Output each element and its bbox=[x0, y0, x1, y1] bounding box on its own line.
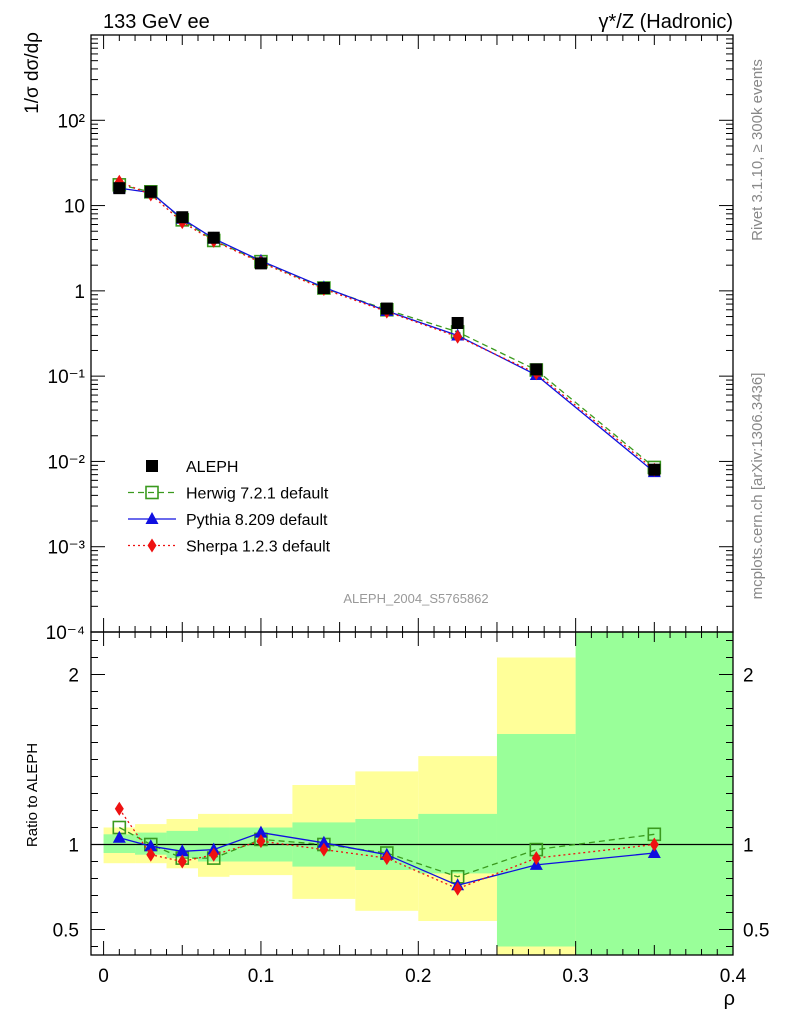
main-y-axis-title: 1/σ dσ/dρ bbox=[22, 32, 43, 114]
mcplots-source-label: mcplots.cern.ch [arXiv:1306.3436] bbox=[749, 373, 766, 600]
sherpa-ratio-point bbox=[453, 881, 463, 896]
main-y-tick-label: 10 bbox=[64, 197, 85, 218]
pythia-ratio-point bbox=[647, 846, 661, 858]
herwig-ratio-line bbox=[119, 826, 655, 878]
sherpa-ratio-point bbox=[146, 847, 156, 862]
legend-marker-pythia bbox=[145, 512, 159, 524]
sherpa-ratio-point bbox=[319, 842, 329, 857]
rivet-version-label: Rivet 3.1.10, ≥ 300k events bbox=[749, 59, 766, 241]
aleph-main-point bbox=[317, 282, 330, 295]
ratio-band-inner-0 bbox=[103, 834, 136, 853]
sherpa-ratio-point bbox=[256, 834, 266, 849]
pythia-ratio-point bbox=[144, 839, 158, 852]
legend-marker-sherpa bbox=[147, 538, 157, 553]
x-tick-label: 0.4 bbox=[720, 966, 747, 987]
legend-label-herwig: Herwig 7.2.1 default bbox=[186, 486, 329, 503]
sherpa-ratio-point bbox=[649, 837, 659, 852]
sherpa-main-point bbox=[453, 329, 463, 344]
aleph-main-point bbox=[113, 182, 126, 195]
aleph-main-point bbox=[530, 363, 543, 376]
sherpa-ratio-point bbox=[382, 851, 392, 866]
ratio-y-tick-label: 2 bbox=[68, 666, 79, 687]
aleph-main-point bbox=[207, 231, 220, 244]
ratio-uncertainty-bands bbox=[103, 632, 733, 955]
pythia-ratio-point bbox=[254, 825, 268, 838]
pythia-ratio-point bbox=[175, 844, 189, 857]
legend: ALEPH Herwig 7.2.1 default Pythia 8.209 de… bbox=[128, 459, 331, 556]
header-right-label: γ*/Z (Hadronic) bbox=[599, 11, 733, 33]
pythia-ratio-point bbox=[317, 835, 331, 848]
main-y-tick-label: 10⁻³ bbox=[48, 538, 86, 559]
sherpa-ratio-line bbox=[118, 808, 655, 890]
sherpa-main-line bbox=[119, 181, 655, 471]
main-panel bbox=[112, 174, 662, 478]
x-tick-label: 0.1 bbox=[248, 966, 274, 987]
ratio-y-tick-label-right: 0.5 bbox=[743, 921, 769, 942]
main-y-tick-label: 10⁻⁴ bbox=[46, 623, 85, 644]
ratio-y-axis-title: Ratio to ALEPH bbox=[24, 743, 41, 847]
axes: 10⁻⁴ 10⁻³ 10⁻² 10⁻¹ 1 10 10² 0.5 0.5 1 1 2 2 0 0.1 0.2 0… bbox=[46, 34, 769, 987]
ratio-band-inner-9 bbox=[575, 632, 733, 955]
aleph-main-point bbox=[254, 257, 267, 270]
herwig-main-line bbox=[119, 184, 655, 468]
aleph-main-point bbox=[648, 463, 661, 476]
sherpa-ratio-point bbox=[114, 801, 124, 816]
main-y-tick-label: 10² bbox=[58, 111, 85, 132]
x-axis-title: ρ bbox=[724, 988, 735, 1010]
main-y-tick-label: 10⁻² bbox=[48, 452, 86, 473]
sherpa-ratio-point bbox=[209, 847, 219, 862]
sherpa-ratio-point bbox=[177, 854, 187, 869]
legend-marker-herwig bbox=[145, 485, 159, 500]
ratio-band-inner-8 bbox=[496, 734, 576, 947]
x-tick-label: 0.2 bbox=[405, 966, 431, 987]
main-y-tick-label: 1 bbox=[74, 282, 85, 303]
aleph-main-point bbox=[144, 185, 157, 198]
pythia-main-line bbox=[119, 187, 655, 473]
ratio-band-inner-7 bbox=[418, 813, 497, 874]
ratio-y-tick-label: 0.5 bbox=[53, 921, 79, 942]
ratio-y-tick-label-right: 1 bbox=[743, 836, 754, 857]
aleph-main-point bbox=[380, 302, 393, 315]
ratio-panel bbox=[91, 801, 733, 896]
legend-label-sherpa: Sherpa 1.2.3 default bbox=[186, 539, 331, 556]
main-y-tick-label: 10⁻¹ bbox=[48, 367, 86, 388]
aleph-main-point bbox=[176, 211, 189, 224]
aleph-main-point bbox=[451, 316, 464, 329]
legend-label-pythia: Pythia 8.209 default bbox=[186, 512, 328, 529]
legend-label-aleph: ALEPH bbox=[186, 459, 238, 476]
analysis-id-label: ALEPH_2004_S5765862 bbox=[343, 591, 488, 606]
pythia-ratio-line bbox=[119, 831, 655, 886]
sherpa-ratio-point bbox=[531, 851, 541, 866]
x-tick-label: 0.3 bbox=[562, 966, 588, 987]
ratio-y-tick-label-right: 2 bbox=[743, 666, 754, 687]
x-tick-label: 0 bbox=[98, 966, 109, 987]
ratio-y-tick-label: 1 bbox=[68, 836, 79, 857]
legend-marker-aleph bbox=[146, 460, 158, 472]
header-left-label: 133 GeV ee bbox=[103, 11, 210, 33]
pythia-ratio-point bbox=[112, 830, 126, 843]
